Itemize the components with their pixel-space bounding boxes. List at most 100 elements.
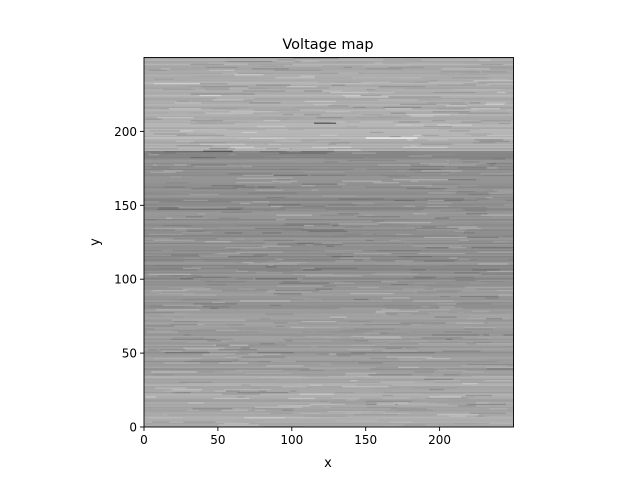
heatmap-streak: [393, 401, 409, 404]
heatmap-streak: [241, 356, 286, 358]
heatmap-row: [144, 407, 514, 410]
heatmap-streak: [243, 206, 280, 209]
heatmap-streak: [171, 319, 203, 321]
heatmap-streak: [387, 341, 395, 343]
heatmap-streak: [427, 101, 465, 104]
heatmap-streak: [437, 128, 480, 131]
heatmap-streak: [486, 359, 514, 361]
heatmap-streak: [245, 323, 287, 326]
chart-title: Voltage map: [282, 37, 373, 53]
heatmap-streak: [442, 199, 463, 202]
heatmap-streak: [395, 409, 434, 411]
heatmap-streak: [248, 353, 281, 355]
heatmap-row: [144, 75, 514, 78]
heatmap-streak: [168, 286, 206, 289]
heatmap-streak: [236, 270, 248, 273]
heatmap-streak: [353, 106, 366, 108]
heatmap-streak: [458, 404, 476, 407]
heatmap-streak: [390, 283, 412, 286]
heatmap-streak: [462, 382, 478, 385]
heatmap-streak: [374, 61, 383, 64]
heatmap-streak: [418, 342, 467, 345]
heatmap-row: [144, 310, 514, 313]
heatmap-streak: [402, 146, 448, 148]
heatmap-streak: [338, 72, 359, 74]
heatmap-streak: [260, 177, 293, 179]
y-tick-label: 150: [114, 199, 137, 213]
heatmap-streak: [382, 350, 418, 352]
heatmap-row: [144, 373, 514, 376]
heatmap-row: [144, 347, 514, 350]
y-axis: 0 50 100 150 200: [114, 125, 144, 435]
heatmap-streak: [413, 134, 421, 137]
heatmap-streak: [429, 388, 444, 391]
heatmap-streak: [394, 425, 438, 428]
heatmap-streak: [486, 317, 503, 320]
heatmap-streak: [330, 361, 356, 364]
heatmap-streak: [431, 320, 476, 323]
heatmap-streak: [346, 125, 359, 128]
heatmap-row: [144, 197, 514, 200]
heatmap-streak: [190, 92, 230, 95]
heatmap-streak: [255, 409, 266, 411]
heatmap-streak: [454, 230, 465, 233]
heatmap-streak: [489, 422, 514, 425]
heatmap-streak: [191, 359, 233, 361]
heatmap-streak: [479, 140, 510, 142]
heatmap-streak: [391, 95, 441, 98]
heatmap-streak: [490, 126, 506, 129]
heatmap-row: [144, 259, 514, 262]
heatmap-streak: [252, 407, 295, 410]
heatmap-row: [144, 115, 514, 118]
heatmap-row: [144, 369, 514, 372]
heatmap-streak: [309, 367, 337, 370]
heatmap-row: [144, 251, 514, 253]
heatmap-streak: [352, 344, 376, 346]
heatmap-row: [144, 276, 514, 279]
heatmap-streak: [472, 203, 505, 206]
heatmap-streak: [236, 395, 245, 398]
heatmap-streak: [192, 407, 233, 410]
heatmap-streak: [246, 313, 294, 315]
heatmap-row: [144, 409, 514, 412]
heatmap-streak: [400, 135, 425, 138]
heatmap-streak: [458, 166, 488, 169]
heatmap-streak: [301, 184, 316, 187]
heatmap-streak: [327, 140, 374, 142]
heatmap-streak: [170, 175, 182, 178]
heatmap-streak: [183, 199, 209, 202]
heatmap-streak: [309, 403, 346, 406]
heatmap-streak: [497, 190, 514, 193]
heatmap-streak: [439, 73, 489, 76]
heatmap-streak: [428, 311, 449, 314]
heatmap-streak: [415, 205, 427, 207]
heatmap-streak: [147, 330, 178, 333]
heatmap-streak: [218, 361, 248, 364]
heatmap-streak: [178, 147, 210, 150]
heatmap-streak: [349, 320, 372, 323]
heatmap-streak: [149, 129, 191, 132]
heatmap-streak: [263, 425, 305, 428]
heatmap-streak: [368, 156, 405, 159]
heatmap-row: [144, 224, 514, 227]
heatmap-streak: [246, 159, 296, 162]
heatmap-streak: [290, 391, 335, 394]
heatmap-streak: [286, 85, 317, 88]
heatmap-streak: [493, 189, 514, 191]
heatmap-streak: [303, 298, 322, 301]
heatmap-row: [144, 152, 514, 154]
heatmap-streak: [465, 394, 492, 397]
heatmap-row: [144, 348, 514, 351]
heatmap-streak: [382, 296, 410, 299]
heatmap-streak: [277, 293, 303, 296]
heatmap-streak: [238, 288, 256, 290]
heatmap-streak: [241, 345, 254, 348]
heatmap-streak: [400, 322, 446, 324]
heatmap-streak: [441, 302, 492, 305]
heatmap-streak: [426, 357, 451, 360]
heatmap-row: [144, 196, 514, 199]
heatmap-row: [144, 67, 514, 70]
heatmap-streak: [475, 415, 486, 417]
heatmap-streak: [240, 347, 250, 349]
heatmap-streak: [461, 338, 496, 340]
